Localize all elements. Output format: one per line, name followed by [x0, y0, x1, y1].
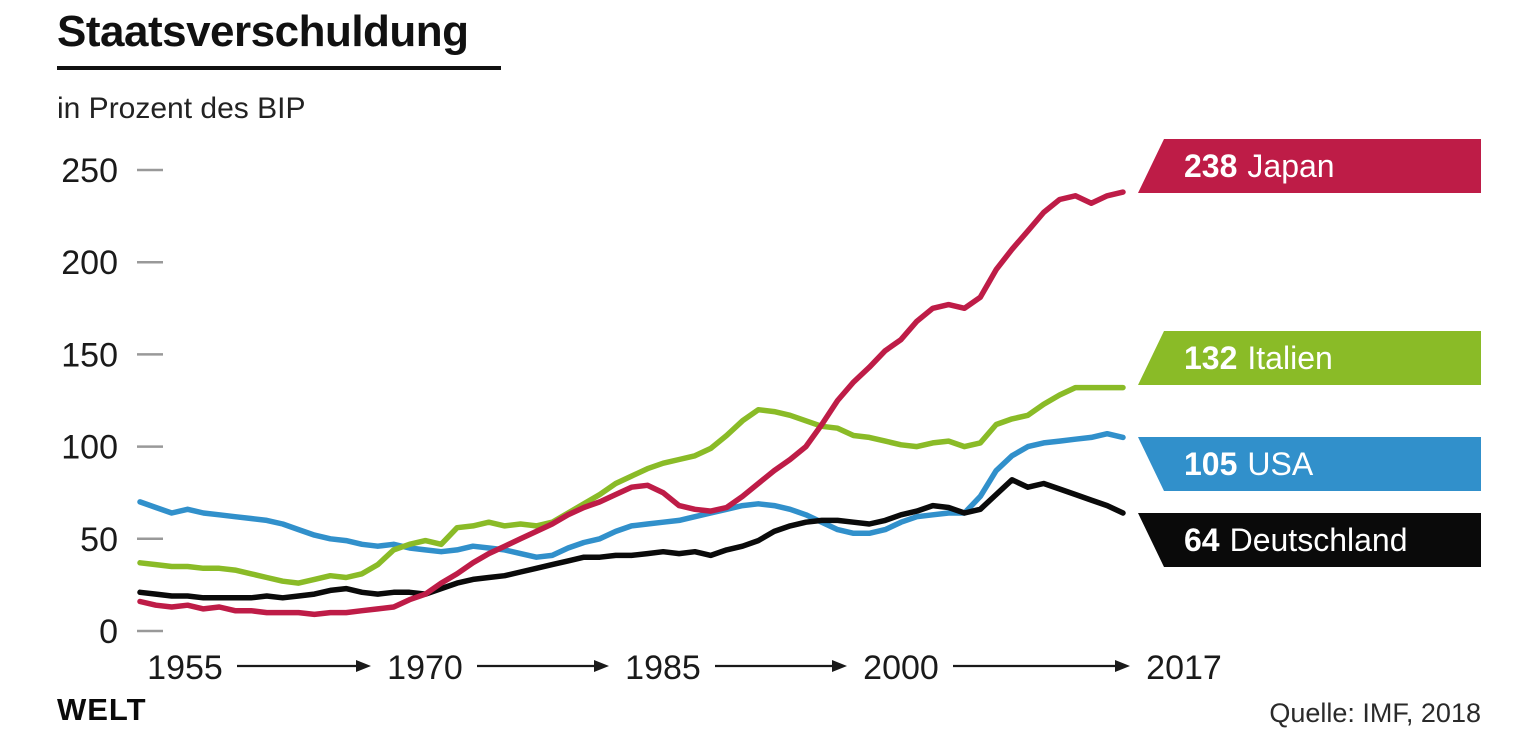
- series-line-italien: [137, 384, 1126, 586]
- y-axis-label-50: 50: [80, 521, 118, 559]
- badge-value-deutschland: 64: [1184, 521, 1220, 558]
- badge-value-japan: 238: [1184, 147, 1238, 184]
- y-axis-label-0: 0: [99, 613, 118, 651]
- timeline-arrowhead: [832, 660, 847, 672]
- badge-value-italien: 132: [1184, 339, 1238, 376]
- x-axis-label-1955: 1955: [147, 649, 223, 687]
- page-title: Staatsverschuldung: [57, 7, 469, 56]
- page-subtitle: in Prozent des BIP: [57, 92, 306, 126]
- timeline-arrowhead: [594, 660, 609, 672]
- y-axis-label-250: 250: [61, 152, 118, 190]
- timeline-arrowhead: [1115, 660, 1130, 672]
- series-line-deutschland: [137, 477, 1126, 601]
- source-credit: Quelle: IMF, 2018: [1269, 698, 1481, 728]
- y-axis-label-150: 150: [61, 336, 118, 374]
- legend-badge-usa: 105 USA: [1138, 437, 1481, 491]
- badge-value-usa: 105: [1184, 445, 1238, 482]
- legend-badge-italien: 132 Italien: [1138, 331, 1481, 385]
- x-axis-label-1985: 1985: [625, 649, 701, 687]
- badge-label-usa: USA: [1247, 445, 1314, 482]
- series-line-japan: [137, 189, 1126, 618]
- legend-badge-deutschland: 64 Deutschland: [1138, 513, 1481, 567]
- y-axis-label-200: 200: [61, 244, 118, 282]
- x-axis-label-2017: 2017: [1146, 649, 1222, 687]
- legend-badge-japan: 238 Japan: [1138, 139, 1481, 193]
- x-axis-label-2000: 2000: [863, 649, 939, 687]
- x-axis-label-1970: 1970: [387, 649, 463, 687]
- timeline-arrowhead: [356, 660, 371, 672]
- title-underline: [57, 66, 501, 71]
- series-line-usa: [137, 430, 1126, 560]
- badge-label-italien: Italien: [1247, 339, 1333, 376]
- welt-logo: WELT: [57, 692, 147, 727]
- title-block: Staatsverschuldung in Prozent des BIP: [57, 7, 501, 126]
- badge-label-japan: Japan: [1247, 147, 1335, 184]
- badge-label-deutschland: Deutschland: [1229, 521, 1408, 558]
- y-axis-label-100: 100: [61, 429, 118, 467]
